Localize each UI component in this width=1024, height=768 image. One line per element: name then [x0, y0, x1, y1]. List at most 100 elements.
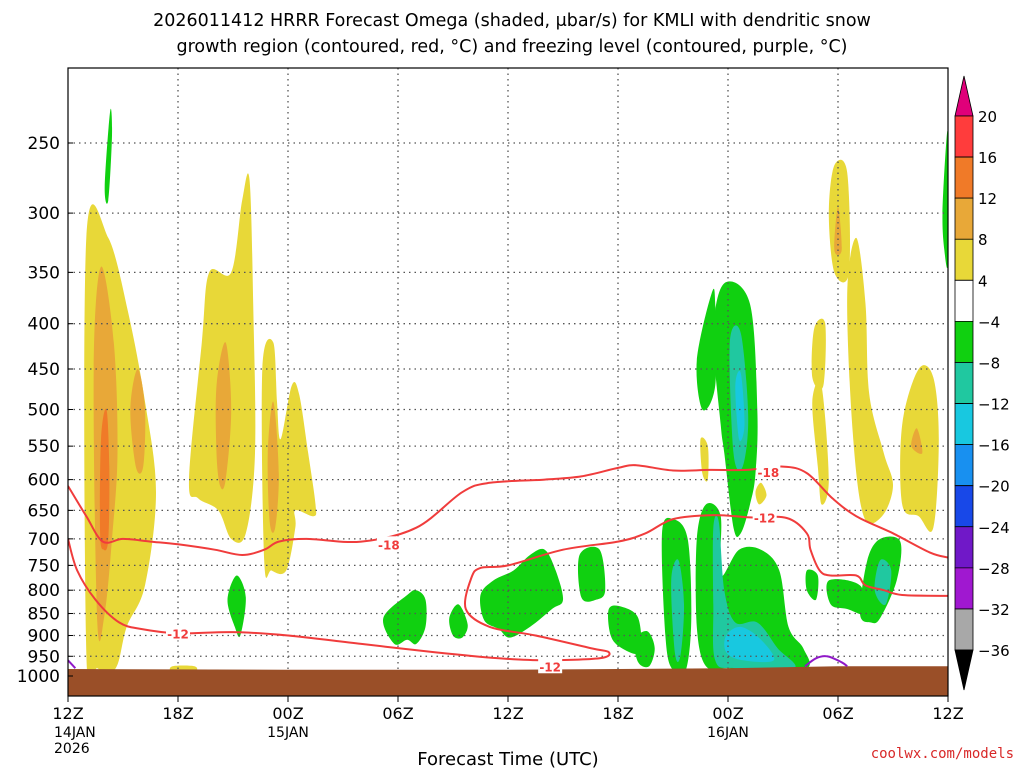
colorbar-bin: [954, 238, 974, 281]
y-tick-label: 450: [28, 360, 60, 380]
contour-label: -18: [757, 466, 779, 480]
colorbar-bin: [954, 526, 974, 569]
omega-region-32: [847, 237, 894, 524]
y-tick-label: 600: [28, 471, 60, 491]
x-tick-label: 06Z: [382, 704, 413, 723]
x-tick-label: 18Z: [162, 704, 193, 723]
freezing-contour-0: [68, 659, 77, 669]
colorbar-bin: [954, 567, 974, 610]
colorbar-bin: [954, 197, 974, 240]
omega-region-11: [382, 589, 427, 645]
contour-label-bg: [538, 658, 563, 674]
dgz-contour--18: [68, 464, 948, 559]
omega-region-9: [267, 401, 279, 533]
y-tick-label: 650: [28, 501, 60, 521]
dgz-contour--12: [68, 514, 948, 662]
y-tick-label: 850: [28, 605, 60, 625]
x-tick-label: 12Z: [932, 704, 963, 723]
x-tick-label: 18Z: [602, 704, 633, 723]
contour-label: -12: [754, 511, 776, 525]
colorbar-label: −4: [978, 313, 1000, 331]
plot-area: -18 -18 -12 -12 -12: [68, 68, 948, 696]
chart-title-line1: 2026011412 HRRR Forecast Omega (shaded, …: [153, 11, 871, 31]
omega-region-10: [227, 575, 246, 638]
colorbar-label: 12: [978, 190, 997, 208]
ground-surface: [68, 666, 948, 696]
x-tick-label: 00Z: [712, 704, 743, 723]
omega-region-7: [215, 342, 232, 490]
omega-region-15: [607, 605, 642, 655]
ground-layer: [68, 666, 948, 696]
omega-region-19: [696, 288, 717, 411]
x-axis-title: Forecast Time (UTC): [417, 749, 598, 768]
y-tick-label: 400: [28, 315, 60, 335]
colorbar-label: 8: [978, 231, 988, 249]
x-date-label: 16JAN: [707, 725, 749, 741]
omega-region-40: [942, 131, 948, 269]
credit-link[interactable]: coolwx.com/models: [871, 746, 1014, 762]
omega-region-27: [826, 579, 867, 615]
contour-label: -18: [378, 538, 400, 552]
colorbar-label: −28: [978, 560, 1010, 578]
omega-region-39: [104, 108, 113, 204]
contour-layer: -18 -18 -12 -12 -12: [68, 463, 948, 674]
y-tick-label: 750: [28, 556, 60, 576]
omega-region-2: [99, 408, 110, 551]
omega-region-13: [480, 548, 564, 638]
omega-region-37: [755, 482, 767, 505]
contour-label: -12: [539, 660, 561, 674]
y-axis: 250 300 350 400 450 500 550 600 650 700 750 800 850 9…: [17, 134, 73, 687]
omega-region-31: [834, 206, 842, 256]
x-tick-label: 00Z: [272, 704, 303, 723]
omega-region-18: [671, 559, 685, 663]
chart-title-line2: growth region (contoured, red, °C) and f…: [177, 37, 848, 57]
colorbar: 20 16 12 8 4 −4 −8 −12 −16 −20 −24 −28 −32 −36: [954, 75, 1010, 691]
y-tick-label: 500: [28, 401, 60, 421]
contour-label-bg: [756, 463, 781, 479]
colorbar-bin: [954, 362, 974, 404]
omega-region-34: [911, 428, 923, 454]
x-tick-label: 06Z: [822, 704, 853, 723]
omega-shading-layer: [84, 108, 948, 689]
colorbar-bin: [954, 115, 974, 158]
y-tick-label: 700: [28, 530, 60, 550]
y-tick-label: 250: [28, 134, 60, 154]
colorbar-label: 20: [978, 108, 997, 126]
y-tick-label: 550: [28, 437, 60, 457]
freezing-contour-1: [804, 655, 848, 668]
x-year-label: 2026: [54, 741, 90, 757]
y-tick-label: 1000: [17, 667, 60, 687]
colorbar-bin: [954, 403, 974, 446]
colorbar-bin: [954, 485, 974, 528]
colorbar-label: 16: [978, 149, 997, 167]
colorbar-label: −20: [978, 478, 1010, 496]
contour-label-bg: [752, 509, 777, 525]
colorbar-bin: [954, 320, 974, 363]
omega-region-16: [634, 630, 655, 668]
colorbar-label: −16: [978, 437, 1010, 455]
contour-label-bg: [166, 625, 190, 641]
colorbar-bin: [954, 279, 974, 322]
colorbar-label: −32: [978, 601, 1010, 619]
y-tick-label: 350: [28, 263, 60, 283]
colorbar-bin: [954, 608, 974, 651]
colorbar-label: 4: [978, 272, 988, 290]
x-tick-label: 12Z: [52, 704, 83, 723]
colorbar-label: −12: [978, 396, 1010, 414]
y-tick-label: 300: [28, 204, 60, 224]
y-tick-label: 800: [28, 581, 60, 601]
contour-label: -12: [167, 627, 189, 641]
omega-region-29: [874, 559, 892, 606]
colorbar-bin: [954, 649, 974, 691]
contour-label-bg: [376, 536, 401, 552]
colorbar-bin: [954, 156, 974, 199]
colorbar-label: −36: [978, 642, 1010, 660]
y-tick-label: 950: [28, 647, 60, 667]
omega-region-25: [735, 370, 745, 442]
omega-region-14: [577, 546, 606, 602]
colorbar-label: −24: [978, 519, 1010, 537]
x-date-label: 14JAN: [54, 725, 96, 741]
omega-region-3: [130, 369, 146, 474]
